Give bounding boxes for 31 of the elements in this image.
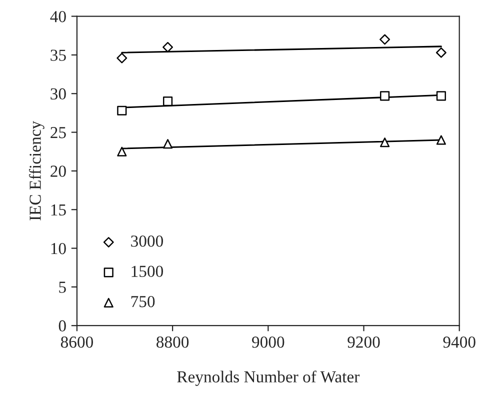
y-axis-title: IEC Efficiency xyxy=(28,120,44,220)
point xyxy=(436,91,446,101)
x-tick-label: 9000 xyxy=(252,336,284,348)
y-tick-label: 25 xyxy=(50,127,66,138)
point xyxy=(162,139,173,149)
point xyxy=(436,47,446,58)
legend-label: 3000 xyxy=(131,236,163,247)
legend-label: 750 xyxy=(131,296,155,308)
point xyxy=(380,138,390,148)
y-tick-label: 10 xyxy=(51,242,66,254)
point xyxy=(116,52,128,64)
y-tick-label: 20 xyxy=(50,166,66,177)
point xyxy=(117,106,127,116)
x-tick-label: 9400 xyxy=(443,336,476,348)
y-tick-label: 5 xyxy=(59,282,66,293)
point xyxy=(117,146,127,156)
point xyxy=(162,42,174,52)
y-tick-label: 35 xyxy=(50,50,66,61)
y-tick-label: 30 xyxy=(50,88,66,100)
point xyxy=(380,34,390,45)
x-axis-title: Reynolds Number of Water xyxy=(177,370,360,386)
y-tick-label: 0 xyxy=(58,320,66,332)
point xyxy=(436,135,446,145)
x-tick-label: 8600 xyxy=(60,336,93,348)
y-tick-label: 15 xyxy=(51,204,66,216)
x-tick-label: 8800 xyxy=(156,336,189,348)
point xyxy=(162,96,173,106)
legend-label: 1500 xyxy=(132,266,163,277)
y-tick-label: 40 xyxy=(50,10,66,22)
x-tick-label: 9200 xyxy=(348,336,380,348)
point xyxy=(380,91,390,101)
